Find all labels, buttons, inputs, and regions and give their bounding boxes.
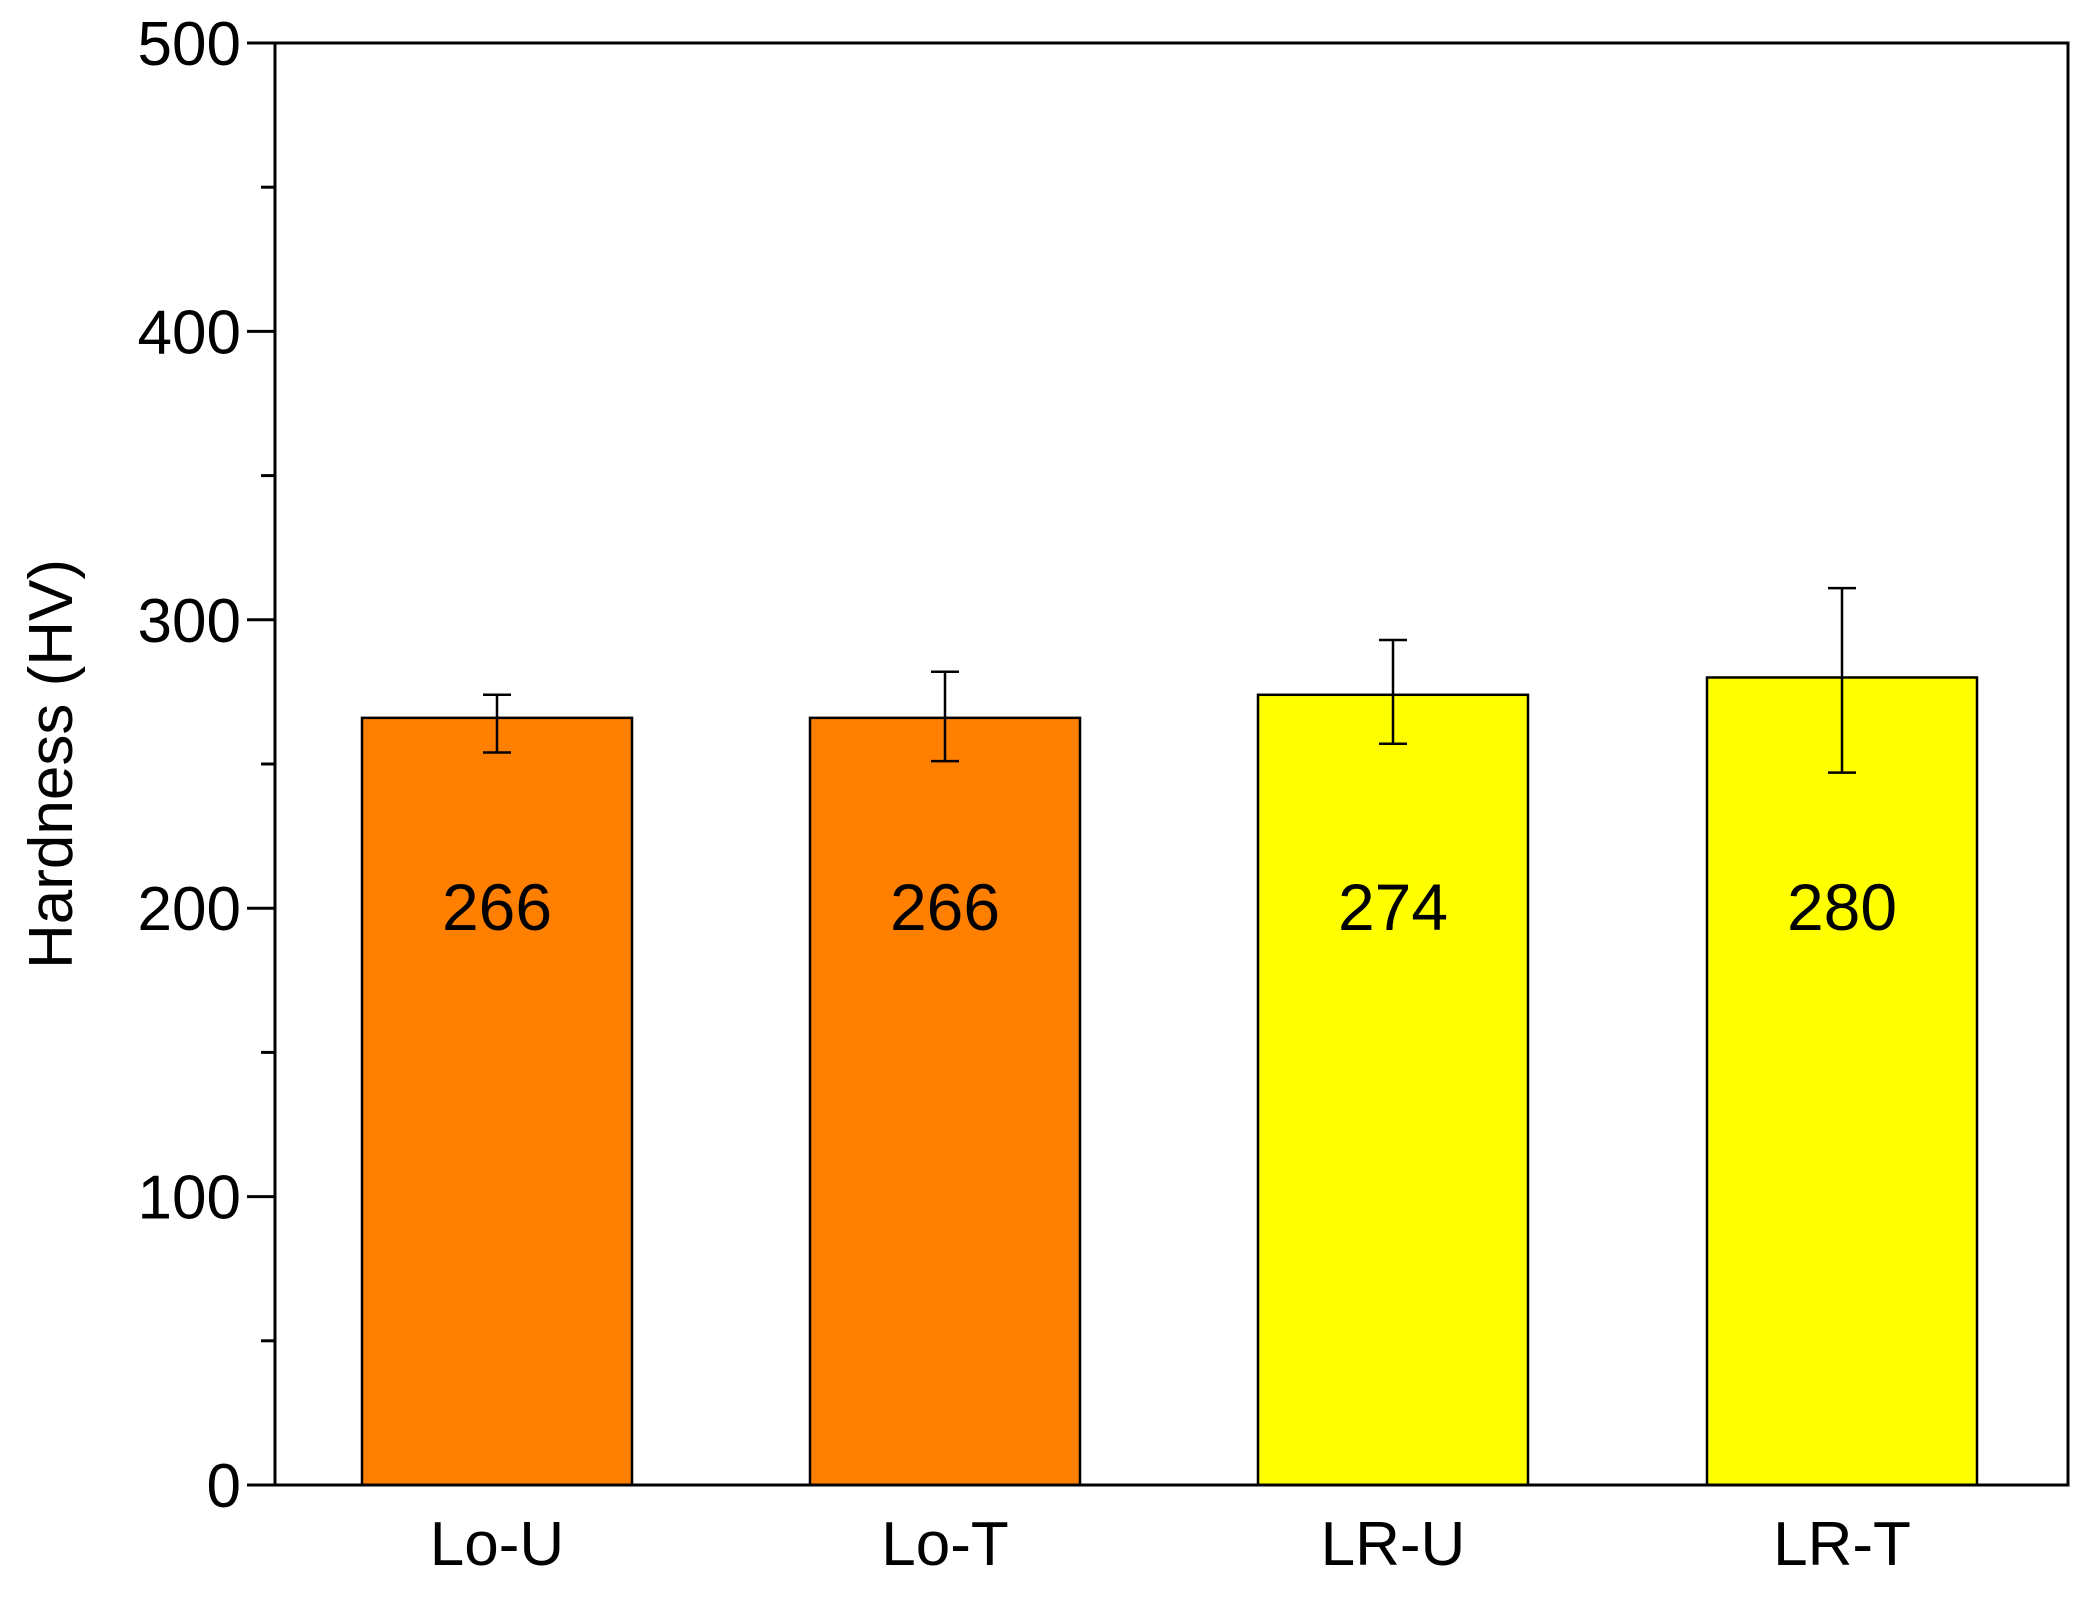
y-tick-label-200: 200 bbox=[138, 875, 241, 944]
data-labels-layer: 266 266 274 280 bbox=[442, 870, 1897, 944]
bar-lr-t bbox=[1705, 676, 1979, 1487]
data-label-lr-t: 280 bbox=[1787, 870, 1897, 944]
data-label-lo-t: 266 bbox=[890, 870, 1000, 944]
y-tick-label-300: 300 bbox=[138, 587, 241, 656]
error-bar-lo-t bbox=[931, 670, 959, 763]
bars-layer bbox=[360, 676, 1979, 1487]
x-tick-label-lo-u: Lo-U bbox=[430, 1510, 564, 1579]
error-bars-layer bbox=[483, 586, 1856, 774]
data-label-lr-u: 274 bbox=[1338, 870, 1448, 944]
y-tick-label-500: 500 bbox=[138, 10, 241, 79]
error-bar-lo-u bbox=[483, 693, 511, 754]
x-tick-label-lo-t: Lo-T bbox=[881, 1510, 1008, 1579]
data-label-lo-u: 266 bbox=[442, 870, 552, 944]
bar-lo-u bbox=[360, 716, 634, 1487]
x-tick-label-lr-u: LR-U bbox=[1321, 1510, 1466, 1579]
bar-lo-t bbox=[808, 716, 1082, 1487]
x-tick-label-lr-t: LR-T bbox=[1773, 1510, 1911, 1579]
y-tick-label-400: 400 bbox=[138, 298, 241, 367]
bar-lr-u bbox=[1256, 693, 1530, 1487]
error-bar-lr-u bbox=[1379, 638, 1407, 746]
error-bar-lr-t bbox=[1828, 586, 1856, 774]
y-ticks-layer: 0 100 200 300 400 500 bbox=[138, 10, 275, 1521]
y-axis-title: Hardness (HV) bbox=[17, 559, 86, 969]
x-category-labels-layer: Lo-U Lo-T LR-U LR-T bbox=[430, 1510, 1911, 1579]
y-tick-label-0: 0 bbox=[207, 1452, 241, 1521]
y-tick-label-100: 100 bbox=[138, 1164, 241, 1233]
